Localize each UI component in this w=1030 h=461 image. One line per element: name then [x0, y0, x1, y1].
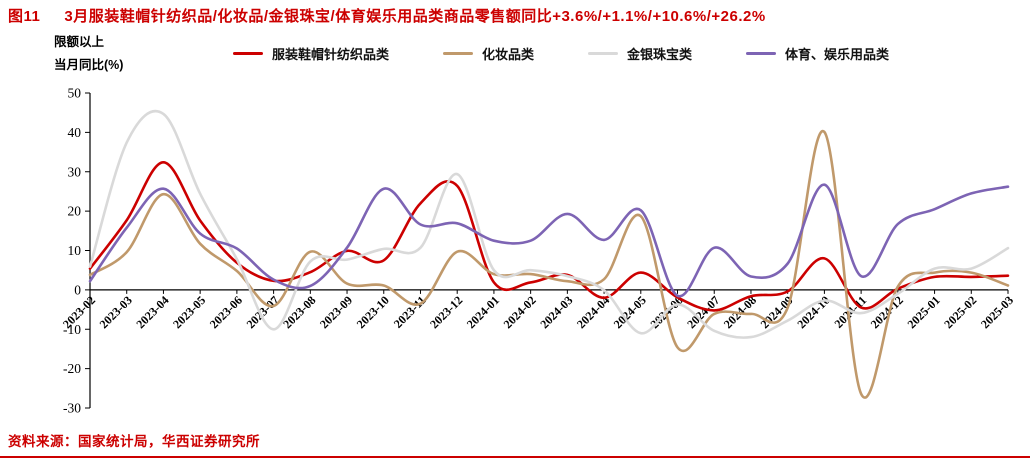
x-axis-label: 2023-10 [354, 293, 392, 331]
x-axis-label: 2025-01 [904, 293, 942, 331]
legend-item-jewelry: 金银珠宝类 [588, 44, 692, 63]
y-tick-label: 10 [68, 243, 82, 258]
x-axis-label: 2023-12 [427, 293, 465, 331]
y-axis-unit-line2: 当月同比(%) [54, 57, 124, 72]
figure-title-text: 3月服装鞋帽针纺织品/化妆品/金银珠宝/体育娱乐用品类商品零售额同比+3.6%/… [64, 8, 766, 25]
legend-label: 化妆品类 [482, 47, 535, 62]
x-axis-label: 2024-03 [537, 293, 575, 331]
y-tick-label: -30 [63, 401, 81, 416]
y-tick-label: -10 [63, 322, 81, 337]
x-axis-label: 2023-03 [97, 293, 135, 331]
x-axis-label: 2023-07 [244, 293, 282, 331]
y-axis-unit-line1: 限额以上 [54, 35, 105, 49]
legend: 服装鞋帽针纺织品类 化妆品类 金银珠宝类 体育、娱乐用品类 [233, 44, 889, 63]
x-axis-label: 2023-04 [133, 293, 171, 331]
x-axis-label: 2025-03 [978, 293, 1016, 331]
x-axis-label: 2024-01 [464, 293, 502, 331]
y-tick-label: 50 [68, 86, 82, 101]
x-axis-label: 2023-06 [207, 293, 245, 331]
y-tick-label: 30 [68, 164, 82, 179]
x-axis-label: 2023-05 [170, 293, 208, 331]
x-axis-label: 2023-09 [317, 293, 355, 331]
y-tick-label: -20 [63, 361, 81, 376]
x-axis-label: 2023-11 [391, 293, 429, 331]
y-axis-unit-label: 限额以上 当月同比(%) [54, 31, 123, 76]
bottom-red-rule [0, 456, 1030, 458]
x-axis-label: 2024-04 [574, 293, 612, 331]
series-line-clothing [88, 160, 1010, 312]
legend-item-cosmetics: 化妆品类 [443, 44, 534, 63]
legend-label: 体育、娱乐用品类 [785, 47, 890, 62]
y-tick-label: 40 [68, 125, 82, 140]
y-tick-label: 0 [74, 282, 81, 297]
legend-line-marker [443, 52, 474, 55]
y-tick-label: 20 [68, 204, 82, 219]
x-axis-label: 2025-02 [941, 293, 979, 331]
legend-item-clothing: 服装鞋帽针纺织品类 [233, 44, 389, 63]
series-line-cosmetics [88, 130, 1010, 399]
legend-label: 服装鞋帽针纺织品类 [272, 47, 390, 62]
series-line-jewelry [88, 109, 1010, 339]
figure-number: 图11 [8, 8, 41, 25]
legend-line-marker [588, 52, 619, 55]
series-line-sports [88, 183, 1010, 298]
source-note: 资料来源：国家统计局，华西证券研究所 [8, 434, 260, 449]
legend-line-marker [233, 52, 263, 55]
legend-line-marker [746, 52, 777, 55]
legend-label: 金银珠宝类 [627, 47, 693, 62]
legend-item-sports: 体育、娱乐用品类 [746, 44, 889, 63]
page-title: 图11 3月服装鞋帽针纺织品/化妆品/金银珠宝/体育娱乐用品类商品零售额同比+3.… [8, 5, 766, 26]
x-axis-label: 2024-02 [501, 293, 539, 331]
